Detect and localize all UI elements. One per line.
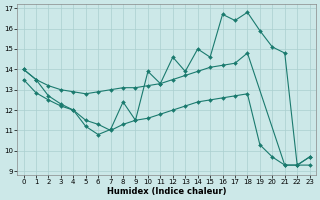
X-axis label: Humidex (Indice chaleur): Humidex (Indice chaleur): [107, 187, 226, 196]
